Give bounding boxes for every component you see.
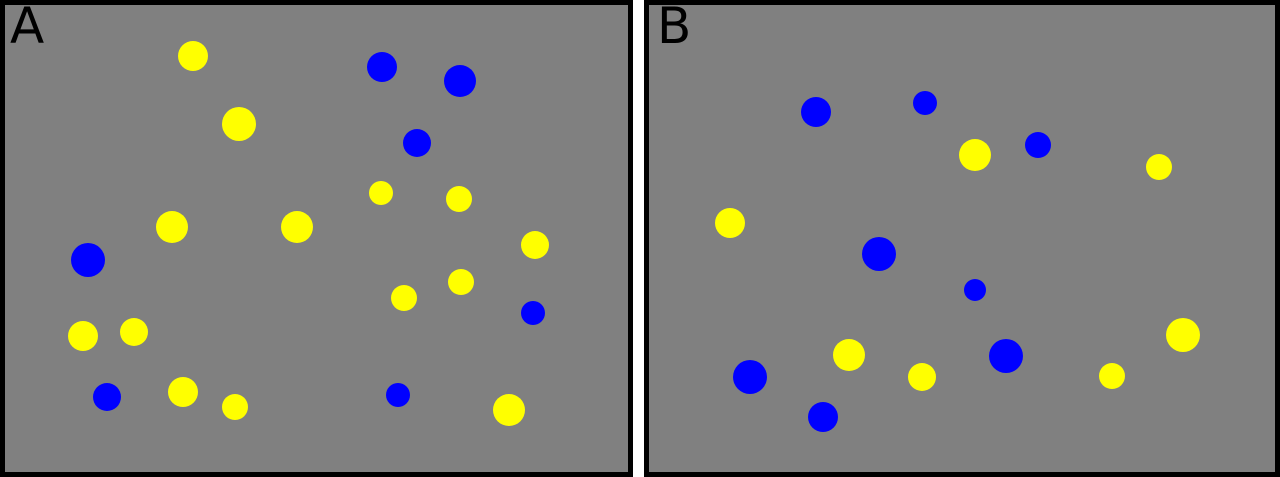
yellow-dot: [908, 363, 936, 391]
yellow-dot: [1166, 318, 1200, 352]
blue-dot: [367, 52, 397, 82]
yellow-dot: [168, 377, 198, 407]
blue-dot: [1025, 132, 1051, 158]
yellow-dot: [959, 139, 991, 171]
blue-dot: [403, 129, 431, 157]
yellow-dot: [715, 208, 745, 238]
blue-dot: [862, 237, 896, 271]
panel-b: B: [644, 0, 1280, 477]
panel-label-a: A: [10, 0, 45, 55]
blue-dot: [71, 243, 105, 277]
yellow-dot: [521, 231, 549, 259]
yellow-dot: [156, 211, 188, 243]
blue-dot: [93, 383, 121, 411]
yellow-dot: [120, 318, 148, 346]
yellow-dot: [493, 394, 525, 426]
yellow-dot: [369, 181, 393, 205]
blue-dot: [386, 383, 410, 407]
blue-dot: [801, 97, 831, 127]
yellow-dot: [222, 394, 248, 420]
yellow-dot: [833, 339, 865, 371]
yellow-dot: [391, 285, 417, 311]
blue-dot: [733, 360, 767, 394]
blue-dot: [964, 279, 986, 301]
yellow-dot: [446, 186, 472, 212]
panel-label-b: B: [657, 0, 692, 55]
blue-dot: [808, 402, 838, 432]
panel-a: A: [0, 0, 633, 477]
yellow-dot: [1099, 363, 1125, 389]
yellow-dot: [281, 211, 313, 243]
yellow-dot: [68, 321, 98, 351]
yellow-dot: [178, 41, 208, 71]
yellow-dot: [448, 269, 474, 295]
blue-dot: [989, 339, 1023, 373]
yellow-dot: [222, 107, 256, 141]
blue-dot: [444, 65, 476, 97]
blue-dot: [913, 91, 937, 115]
yellow-dot: [1146, 154, 1172, 180]
blue-dot: [521, 301, 545, 325]
